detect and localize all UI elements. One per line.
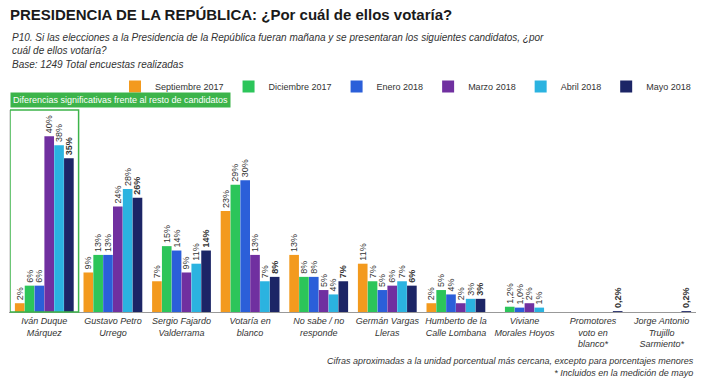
svg-text:40%: 40%: [44, 115, 54, 133]
svg-text:13%: 13%: [289, 234, 299, 252]
svg-text:Gustavo PetroUrrego: Gustavo PetroUrrego: [84, 316, 142, 338]
svg-text:1,2%: 1,2%: [505, 283, 515, 304]
svg-text:4%: 4%: [328, 278, 338, 291]
svg-text:6%: 6%: [387, 270, 397, 283]
svg-text:0,2%: 0,2%: [681, 288, 691, 309]
svg-text:Base: 1249 Total encuestas rea: Base: 1249 Total encuestas realizadas: [12, 59, 183, 70]
svg-text:Iván DuqueMárquez: Iván DuqueMárquez: [21, 316, 67, 338]
svg-text:VivianeMorales Hoyos: VivianeMorales Hoyos: [494, 316, 555, 338]
svg-text:5%: 5%: [319, 274, 329, 287]
svg-text:2%: 2%: [524, 287, 534, 300]
svg-text:2%: 2%: [456, 287, 466, 300]
svg-text:35%: 35%: [64, 137, 74, 155]
svg-text:Diferencias significativas fre: Diferencias significativas frente al res…: [13, 95, 228, 105]
svg-text:P10. Si las elecciones a la Pr: P10. Si las elecciones a la Presidencia …: [12, 32, 544, 56]
svg-text:Sergio FajardoValderrama: Sergio FajardoValderrama: [152, 316, 211, 338]
svg-text:26%: 26%: [132, 177, 142, 195]
svg-text:Abril 2018: Abril 2018: [561, 82, 602, 92]
svg-text:Votaría enblanco: Votaría enblanco: [229, 316, 270, 338]
svg-text:13%: 13%: [103, 234, 113, 252]
svg-text:Diciembre 2017: Diciembre 2017: [269, 82, 332, 92]
svg-text:1%: 1%: [534, 292, 544, 305]
svg-text:28%: 28%: [123, 168, 133, 186]
svg-text:No sabe / noresponde: No sabe / noresponde: [293, 316, 344, 338]
svg-text:7%: 7%: [260, 265, 270, 278]
svg-text:Marzo 2018: Marzo 2018: [468, 82, 516, 92]
svg-text:Germán VargasLleras: Germán VargasLleras: [356, 316, 420, 338]
svg-text:4%: 4%: [446, 278, 456, 291]
svg-text:6%: 6%: [34, 270, 44, 283]
svg-text:1,0%: 1,0%: [515, 284, 525, 305]
svg-text:38%: 38%: [54, 124, 64, 142]
svg-text:8%: 8%: [309, 261, 319, 274]
svg-text:3%: 3%: [466, 283, 476, 296]
svg-text:Septiembre 2017: Septiembre 2017: [155, 82, 224, 92]
svg-text:Promotoresvoto enblanco*: Promotoresvoto enblanco*: [570, 316, 617, 349]
svg-text:29%: 29%: [230, 164, 240, 182]
svg-text:30%: 30%: [240, 159, 250, 177]
svg-text:PRESIDENCIA DE LA REPÚBLICA: ¿: PRESIDENCIA DE LA REPÚBLICA: ¿Por cuál d…: [10, 6, 452, 23]
svg-text:Mayo 2018: Mayo 2018: [646, 82, 691, 92]
svg-text:24%: 24%: [113, 186, 123, 204]
svg-text:11%: 11%: [358, 243, 368, 260]
svg-text:23%: 23%: [221, 190, 231, 208]
svg-text:13%: 13%: [93, 234, 103, 252]
svg-text:13%: 13%: [250, 234, 260, 252]
svg-text:6%: 6%: [25, 270, 35, 283]
svg-text:Humberto de laCalle Lombana: Humberto de laCalle Lombana: [425, 316, 487, 338]
svg-text:2%: 2%: [426, 287, 436, 300]
svg-text:14%: 14%: [172, 230, 182, 248]
svg-text:6%: 6%: [407, 270, 417, 283]
svg-text:7%: 7%: [152, 265, 162, 278]
svg-text:5%: 5%: [436, 274, 446, 287]
svg-text:14%: 14%: [201, 230, 211, 248]
svg-text:Jorge AntonioTrujilloSarmiento: Jorge AntonioTrujilloSarmiento*: [633, 316, 689, 349]
svg-text:15%: 15%: [162, 225, 172, 243]
svg-text:7%: 7%: [338, 265, 348, 278]
svg-text:2%: 2%: [15, 287, 25, 300]
svg-text:9%: 9%: [181, 256, 191, 269]
svg-text:8%: 8%: [270, 261, 280, 274]
svg-text:5%: 5%: [377, 274, 387, 287]
svg-text:3%: 3%: [475, 283, 485, 296]
svg-text:Cifras aproximadas a la unidad: Cifras aproximadas a la unidad porcentua…: [327, 356, 694, 378]
svg-text:9%: 9%: [83, 256, 93, 269]
svg-text:0,2%: 0,2%: [613, 288, 623, 309]
svg-text:7%: 7%: [368, 265, 378, 278]
svg-text:11%: 11%: [191, 243, 201, 260]
svg-text:7%: 7%: [397, 265, 407, 278]
svg-text:Enero 2018: Enero 2018: [377, 82, 424, 92]
svg-text:8%: 8%: [299, 261, 309, 274]
